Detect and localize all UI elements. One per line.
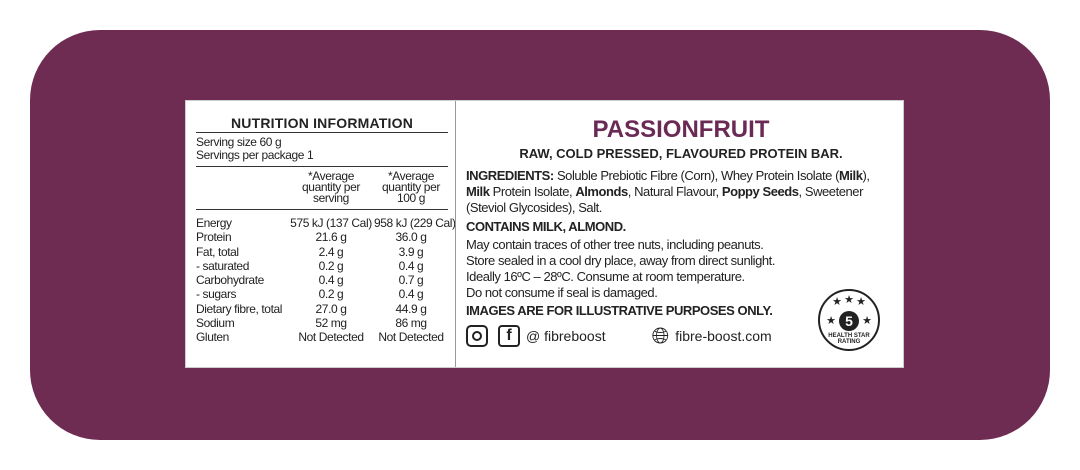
ingredient-text: INGREDIENTS: [466, 168, 554, 183]
star-icon: ★ [844, 294, 854, 306]
nutrition-cell-serving: 0.2 g [318, 287, 344, 302]
note-line: Store sealed in a cool dry place, away f… [466, 253, 776, 268]
product-info: PASSIONFRUIT RAW, COLD PRESSED, FLAVOURE… [466, 101, 896, 351]
nutrition-cell-name: Gluten [196, 330, 229, 345]
nutrition-cell-name: Protein [196, 230, 232, 245]
note-line: May contain traces of other tree nuts, i… [466, 237, 764, 252]
nutrition-row: Protein 21.6 g 36.0 g [196, 230, 448, 244]
nutrition-title: NUTRITION INFORMATION [196, 115, 448, 133]
storage-notes: May contain traces of other tree nuts, i… [466, 237, 806, 301]
nutrition-cell-name: - saturated [196, 258, 249, 273]
header-per-serving: *Average quantity per serving [302, 169, 360, 205]
nutrition-cell-serving: 27.0 g [315, 301, 347, 316]
nutrition-cell-serving: 0.4 g [318, 273, 344, 288]
nutrition-cell-per100: Not Detected [378, 330, 444, 345]
product-title: PASSIONFRUIT [592, 116, 770, 143]
nutrition-row: Gluten Not Detected Not Detected [196, 330, 448, 344]
nutrition-cell-name: Dietary fibre, total [196, 301, 283, 316]
nutrition-cell-serving: 52 mg [315, 316, 347, 331]
allergen-statement: CONTAINS MILK, ALMOND. [466, 219, 626, 234]
ingredient-text: Almonds [575, 184, 628, 199]
nutrition-rows: Energy 575 kJ (137 Cal) 958 kJ (229 Cal) Pr… [196, 210, 456, 345]
nutrition-cell-per100: 0.4 g [398, 287, 424, 302]
nutrition-header: *Average quantity per serving *Average q… [196, 167, 448, 210]
nutrition-cell-serving: 2.4 g [318, 244, 344, 259]
nutrition-row: Energy 575 kJ (137 Cal) 958 kJ (229 Cal) [196, 216, 456, 230]
product-subtitle: RAW, COLD PRESSED, FLAVOURED PROTEIN BAR… [519, 146, 843, 161]
serving-size: Serving size 60 g [196, 135, 282, 149]
star-rating-value: 5 [839, 311, 859, 331]
note-line: Do not consume if seal is damaged. [466, 285, 658, 300]
ingredient-text: Poppy Seeds [721, 184, 799, 199]
ingredient-text: , Sweetener (Steviol Glycosides), Salt. [466, 184, 863, 215]
nutrition-cell-serving: 21.6 g [315, 230, 347, 245]
star-icon: ★ [862, 315, 872, 327]
divider [455, 101, 456, 367]
note-line: Ideally 16ºC – 28ºC. Consume at room tem… [466, 269, 745, 284]
ingredients: INGREDIENTS: Soluble Prebiotic Fibre (Co… [466, 168, 886, 216]
nutrition-cell-serving: Not Detected [298, 330, 364, 345]
ingredient-text: Soluble Prebiotic Fibre (Corn), Whey Pro… [553, 168, 840, 183]
nutrition-cell-per100: 86 mg [395, 316, 427, 331]
nutrition-cell-per100: 0.4 g [398, 258, 424, 273]
nutrition-cell-serving: 575 kJ (137 Cal) [290, 216, 372, 230]
header-blank [196, 171, 288, 204]
nutrition-row: - sugars 0.2 g 0.4 g [196, 287, 448, 301]
nutrition-cell-per100: 3.9 g [398, 244, 424, 259]
nutrition-row: Carbohydrate 0.4 g 0.7 g [196, 273, 448, 287]
star-icon: ★ [832, 296, 842, 308]
nutrition-cell-per100: 0.7 g [398, 273, 424, 288]
star-icon: ★ [826, 315, 836, 327]
servings-per-package: Servings per package 1 [196, 148, 314, 162]
instagram-icon [466, 325, 488, 347]
nutrition-cell-name: Fat, total [196, 244, 239, 259]
nutrition-row: Sodium 52 mg 86 mg [196, 316, 448, 330]
nutrition-row: Fat, total 2.4 g 3.9 g [196, 245, 448, 259]
ingredient-text: Milk [466, 184, 490, 199]
website: fibre-boost.com [675, 328, 772, 344]
ingredient-text: ), [862, 168, 870, 183]
health-star-label: HEALTH STAR RATING [828, 333, 870, 345]
serving-info: Serving size 60 g Servings per package 1 [196, 133, 448, 167]
product-label: NUTRITION INFORMATION Serving size 60 g … [185, 100, 904, 368]
nutrition-panel: NUTRITION INFORMATION Serving size 60 g … [196, 115, 456, 345]
nutrition-row: - saturated 0.2 g 0.4 g [196, 259, 448, 273]
facebook-icon: f [498, 325, 520, 347]
nutrition-cell-name: - sugars [196, 287, 237, 302]
nutrition-cell-per100: 958 kJ (229 Cal) [374, 216, 456, 230]
globe-icon: 🌐︎ [651, 323, 670, 348]
star-icon: ★ [856, 296, 866, 308]
disclaimer: IMAGES ARE FOR ILLUSTRATIVE PURPOSES ONL… [466, 303, 773, 318]
nutrition-row: Dietary fibre, total 27.0 g 44.9 g [196, 302, 448, 316]
nutrition-cell-name: Carbohydrate [196, 273, 264, 288]
header-per-100g: *Average quantity per 100 g [382, 169, 440, 205]
social-row: f @ fibreboost 🌐︎ fibre-boost.com [466, 325, 896, 347]
ingredient-text: Milk [839, 168, 863, 183]
nutrition-cell-per100: 44.9 g [395, 301, 427, 316]
nutrition-cell-serving: 0.2 g [318, 258, 344, 273]
nutrition-cell-per100: 36.0 g [395, 230, 427, 245]
ingredient-text: Protein Isolate, [489, 184, 576, 199]
nutrition-cell-name: Energy [196, 216, 232, 230]
health-star-rating: ★ ★ ★ ★ ★ 5 HEALTH STAR RATING [818, 289, 880, 351]
social-handle: @ fibreboost [526, 328, 606, 344]
ingredient-text: , Natural Flavour, [627, 184, 722, 199]
nutrition-cell-name: Sodium [196, 316, 235, 331]
